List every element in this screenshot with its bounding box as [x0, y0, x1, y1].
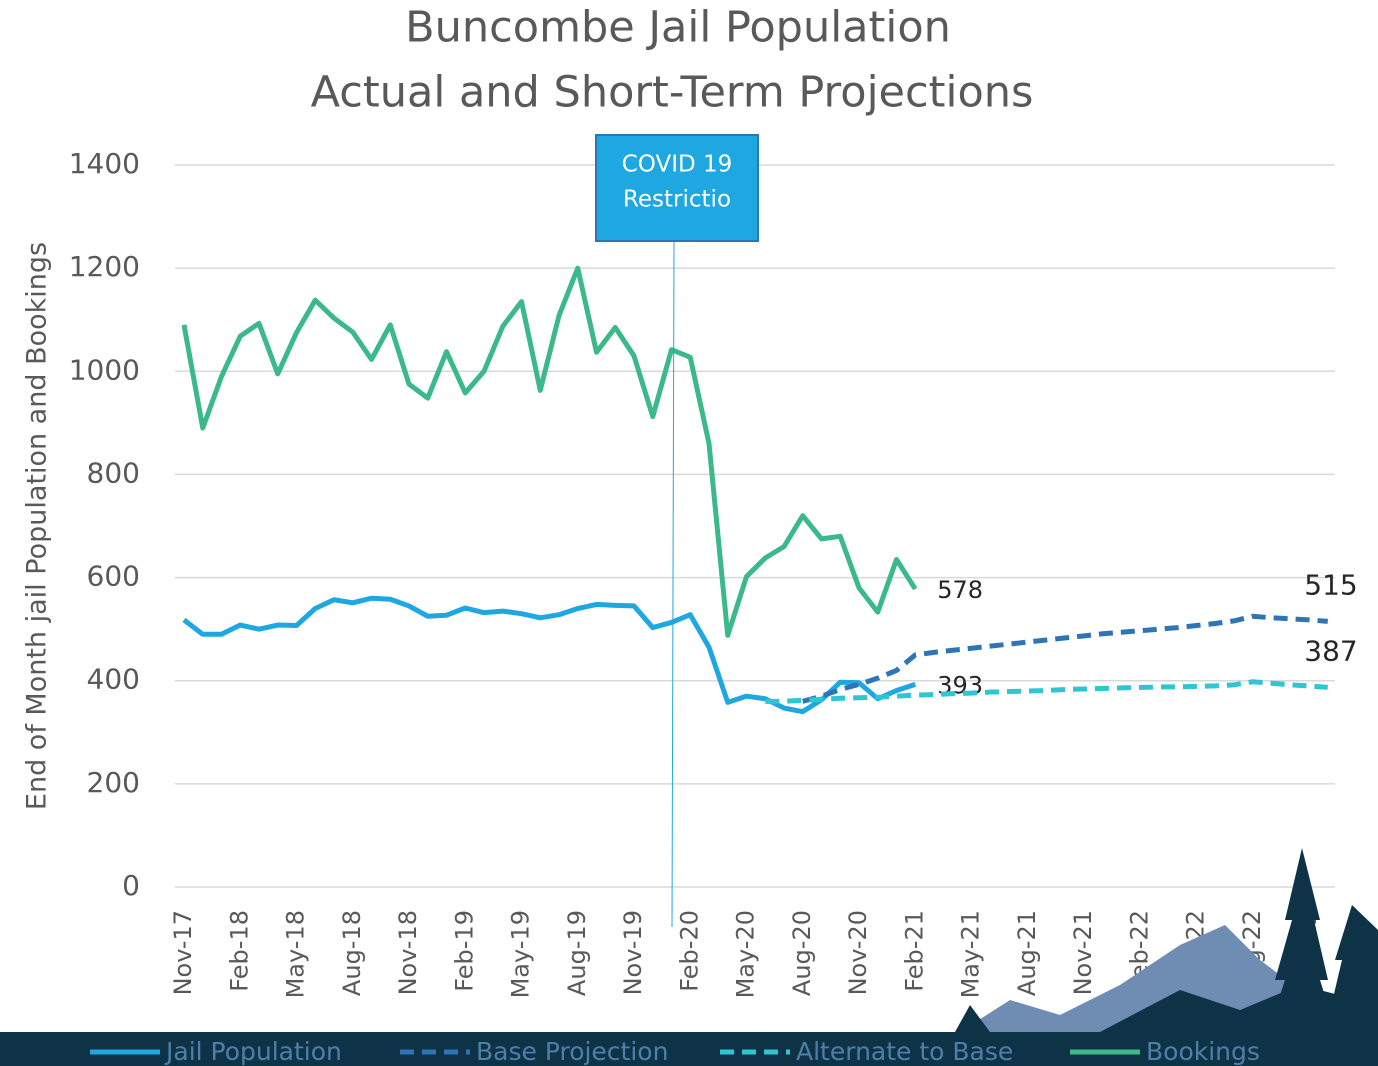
x-tick-label: May-20	[732, 910, 760, 998]
x-tick-label: Aug-18	[338, 910, 366, 996]
plot-area: 0 200 400 600 800 1000 1200 1400 Nov-17 Feb-18 May…	[69, 147, 1358, 998]
series-line	[765, 679, 1328, 704]
x-tick-label: Nov-19	[619, 910, 647, 995]
x-tick-label: Feb-18	[225, 910, 253, 992]
data-label: 387	[1304, 634, 1357, 667]
y-axis-label: End of Month jail Population and Booking…	[22, 242, 53, 810]
x-tick-label: May-19	[507, 910, 535, 998]
x-tick-label: Feb-20	[675, 910, 703, 992]
y-tick-label: 800	[87, 456, 140, 489]
legend-label: Jail Population	[164, 1037, 342, 1066]
annotation: COVID 19 Restrictio	[595, 134, 759, 928]
x-tick-label: Nov-18	[394, 910, 422, 995]
series-line	[802, 613, 1328, 704]
x-tick-label: Nov-20	[844, 910, 872, 995]
mountain-decoration	[955, 848, 1378, 1032]
footer-band	[0, 1032, 1378, 1066]
series-line	[181, 265, 918, 638]
y-tick-label: 0	[122, 869, 140, 902]
annotation-text: COVID 19	[622, 152, 733, 178]
legend: Jail Population Base Projection Alternate …	[90, 1037, 1260, 1066]
y-tick-label: 200	[87, 766, 140, 799]
x-tick-label: May-18	[282, 910, 310, 998]
legend-label: Alternate to Base	[796, 1037, 1013, 1066]
chart-title: Buncombe Jail Population	[405, 3, 951, 53]
y-tick-label: 1400	[69, 147, 140, 180]
x-tick-label: Feb-21	[900, 910, 928, 992]
y-tick-label: 400	[87, 663, 140, 696]
x-tick-label: Aug-21	[1013, 910, 1041, 996]
data-label: 578	[937, 576, 983, 604]
y-tick-label: 600	[87, 560, 140, 593]
x-tick-label: Nov-17	[169, 910, 197, 995]
legend-label: Base Projection	[476, 1037, 668, 1066]
x-tick-label: May-21	[957, 910, 985, 998]
chart-subtitle: Actual and Short-Term Projections	[311, 68, 1034, 118]
series-line	[182, 595, 917, 715]
x-tick-label: Aug-19	[563, 910, 591, 996]
y-tick-label: 1200	[69, 250, 140, 283]
annotation-text: Restrictio	[623, 187, 731, 213]
x-tick-label: Feb-19	[450, 910, 478, 992]
y-tick-label: 1000	[69, 353, 140, 386]
data-label: 515	[1304, 568, 1357, 601]
legend-label: Bookings	[1146, 1037, 1260, 1066]
x-tick-label: Aug-20	[788, 910, 816, 996]
x-tick-label: Nov-21	[1069, 910, 1097, 995]
